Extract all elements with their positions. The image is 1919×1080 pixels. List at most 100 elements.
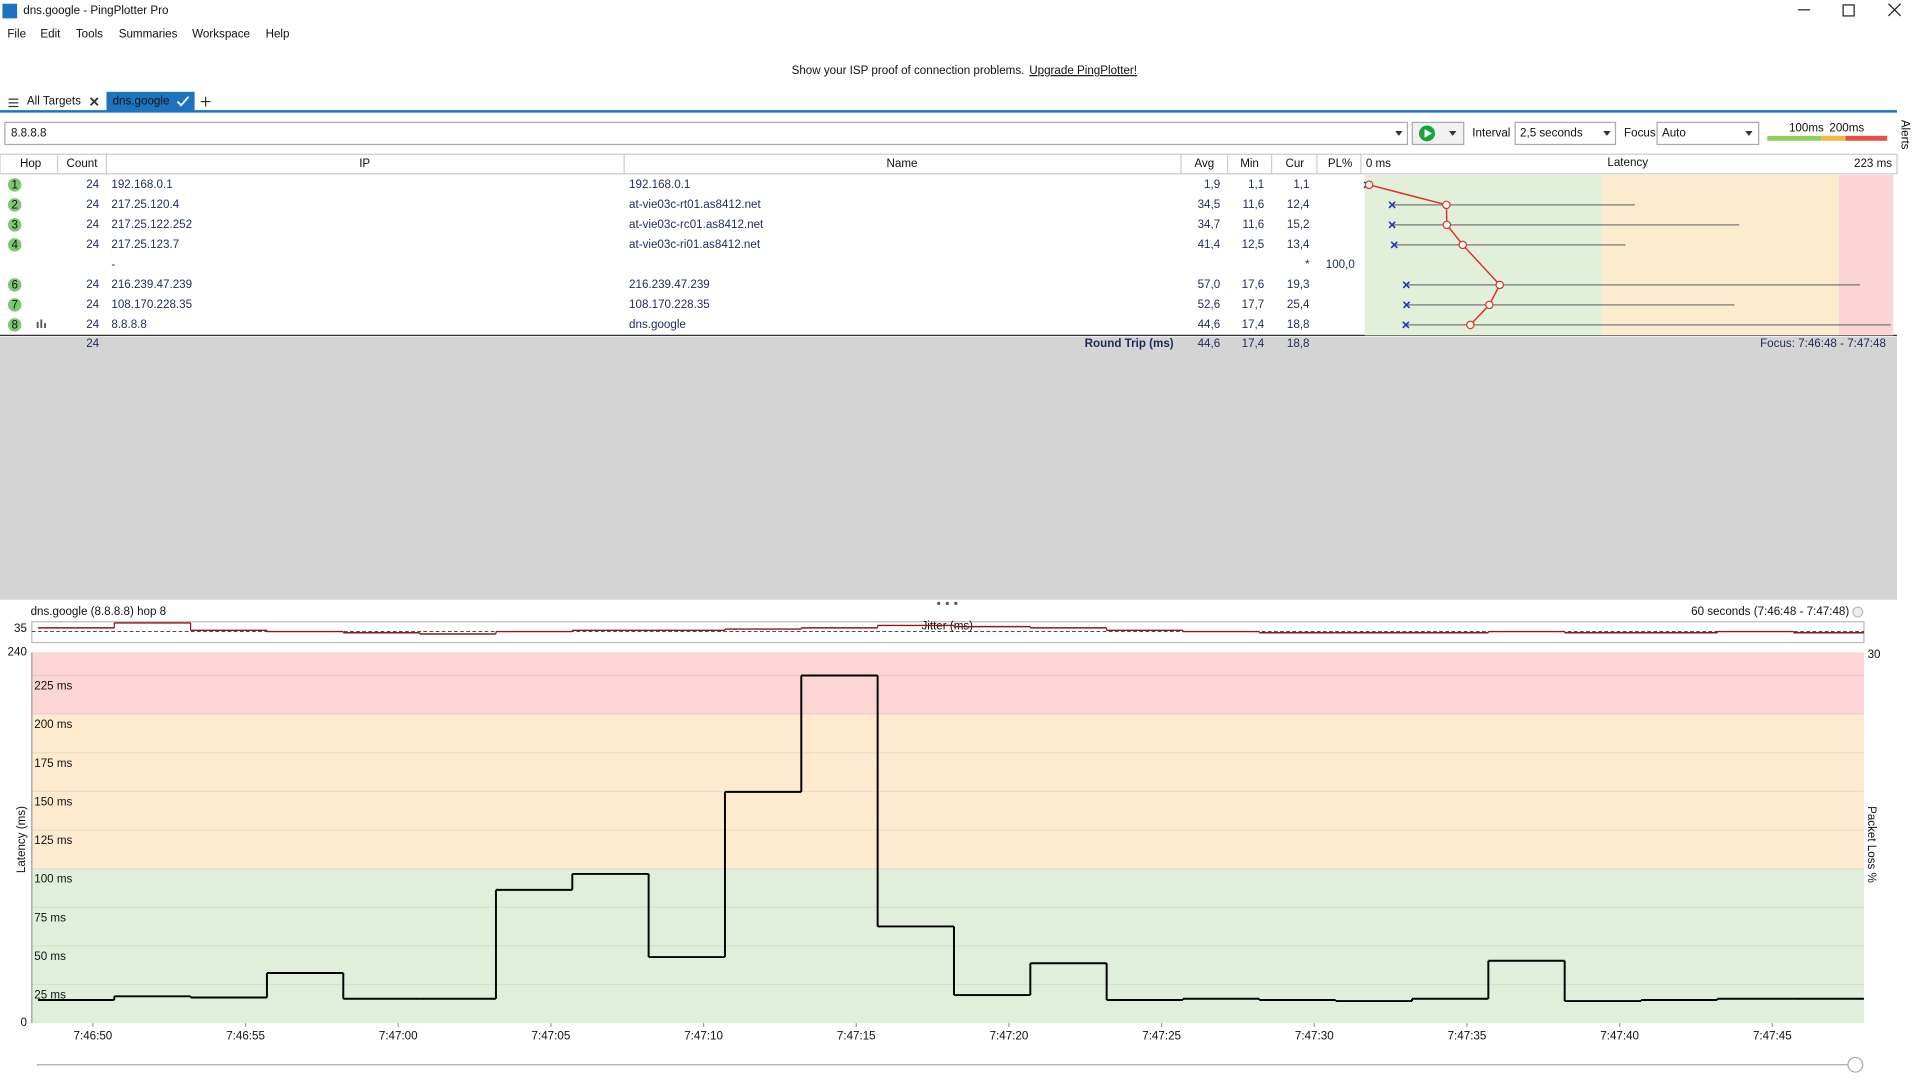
cell-ip: - [111, 258, 115, 271]
x-tick-label: 7:47:40 [1600, 1030, 1639, 1043]
tab[interactable]: dns.google [113, 95, 170, 108]
cell-avg: 34,7 [1198, 218, 1221, 231]
scale-green [1767, 135, 1822, 141]
latency-zone [31, 868, 1864, 1024]
column-header[interactable]: Count [67, 157, 99, 170]
grid-label: 225 ms [34, 680, 72, 693]
splitter[interactable] [937, 601, 958, 605]
jitter-label: Jitter (ms) [921, 620, 973, 633]
latency-zone [1364, 175, 1602, 336]
chart-title: dns.google (8.8.8.8) hop 8 [31, 605, 167, 618]
menu-item[interactable]: Tools [76, 27, 103, 40]
focus-select[interactable] [1656, 121, 1760, 146]
cell-min: 11,6 [1243, 198, 1265, 211]
menu-item[interactable]: File [7, 27, 26, 40]
latency-zone [31, 652, 1864, 715]
hop-badge [7, 178, 22, 192]
cell-cur: * [1305, 258, 1310, 271]
cell-avg: 41,4 [1198, 238, 1221, 251]
cell-min: 17,7 [1242, 298, 1265, 311]
latency-min [1390, 241, 1398, 249]
cell-ip: 217.25.120.4 [111, 198, 179, 211]
hop-number: 8 [11, 319, 17, 332]
cell-ip: 108.170.228.35 [111, 298, 192, 311]
column-header[interactable]: Name [886, 157, 917, 170]
hop-number: 7 [11, 299, 17, 312]
x-tick-label: 7:47:25 [1142, 1030, 1181, 1043]
grid-label: 75 ms [34, 911, 66, 924]
scale-label: 200ms [1829, 122, 1864, 135]
interval-value[interactable]: 2,5 seconds [1520, 126, 1583, 139]
cell-name: 216.239.47.239 [629, 278, 710, 291]
x-tick-label: 7:47:20 [990, 1030, 1029, 1043]
latency-zone [1601, 175, 1839, 336]
menu-item[interactable]: Workspace [192, 27, 250, 40]
cell-avg: 44,6 [1198, 318, 1221, 331]
cell-ip: 217.25.122.252 [111, 218, 192, 231]
scroll-knob[interactable] [1847, 1056, 1864, 1073]
latency-avg [1442, 220, 1452, 230]
latency-avg [1364, 180, 1374, 190]
window-title: dns.google - PingPlotter Pro [23, 4, 168, 17]
dropdown-arrow [1603, 130, 1611, 136]
cell-count: 24 [86, 298, 99, 311]
column-header[interactable]: IP [359, 157, 370, 170]
focus-value[interactable]: Auto [1662, 126, 1686, 139]
cell-min: 17,4 [1242, 318, 1265, 331]
cell-cur: 15,2 [1287, 218, 1310, 231]
alerts-tab[interactable]: Alerts [1898, 120, 1911, 150]
menu-item[interactable]: Help [266, 27, 290, 40]
focus-label: Focus [1624, 126, 1656, 139]
cell-cur: 25,4 [1287, 298, 1310, 311]
target-value[interactable]: 8.8.8.8 [11, 126, 47, 139]
upgrade-link[interactable]: Upgrade PingPlotter! [1029, 64, 1137, 77]
column-header[interactable]: Avg [1194, 157, 1214, 170]
summary-focus: Focus: 7:46:48 - 7:47:48 [1760, 337, 1886, 350]
latency-min [1402, 321, 1410, 329]
range-dropdown[interactable] [1852, 606, 1864, 618]
x-tick-label: 7:47:30 [1295, 1030, 1334, 1043]
grid-label: 175 ms [34, 757, 72, 770]
hop-graph-icon [40, 319, 43, 329]
active-tab[interactable] [106, 91, 195, 112]
cell-pl: 100,0 [1326, 258, 1355, 271]
column-header[interactable]: Min [1240, 157, 1259, 170]
y-axis-label: Latency (ms) [15, 806, 28, 873]
y2-tick-label: 30 [1868, 648, 1881, 661]
y-tick-label: 0 [20, 1016, 26, 1029]
tab-icons [8, 96, 211, 108]
summary-min: 17,4 [1242, 337, 1265, 350]
x-tick-label: 7:47:45 [1753, 1030, 1792, 1043]
cell-avg: 57,0 [1198, 278, 1221, 291]
latency-avg [1442, 200, 1451, 210]
hop-number: 4 [11, 239, 18, 252]
latency-zone [31, 714, 1864, 869]
cell-avg: 1,9 [1204, 178, 1220, 191]
target-input[interactable] [4, 121, 1409, 146]
dropdown-arrow [1395, 130, 1403, 136]
hop-number: 6 [11, 279, 17, 292]
latency-avg [1495, 280, 1505, 290]
cell-avg: 34,5 [1198, 198, 1221, 211]
column-header[interactable]: PL% [1328, 157, 1353, 170]
summary-avg: 44,6 [1198, 337, 1221, 350]
hop-number: 2 [11, 199, 17, 212]
grid-label: 25 ms [34, 989, 66, 1002]
interval-select[interactable] [1514, 121, 1617, 146]
latency-avg [1466, 320, 1475, 330]
column-header[interactable]: Cur [1285, 157, 1304, 170]
cell-cur: 13,4 [1287, 238, 1310, 251]
hop-graph-icon [44, 323, 46, 329]
window-controls[interactable] [1797, 3, 1902, 17]
hop-graph-icon [36, 321, 39, 329]
menu-item[interactable]: Summaries [119, 27, 178, 40]
tab[interactable]: All Targets [27, 95, 81, 108]
summary-label: Round Trip (ms) [1085, 337, 1174, 350]
hop-badge [7, 318, 22, 332]
cell-count: 24 [86, 178, 99, 191]
menu-item[interactable]: Edit [40, 27, 61, 40]
cell-ip: 216.239.47.239 [111, 278, 192, 291]
cell-count: 24 [86, 318, 99, 331]
column-header[interactable]: Hop [20, 157, 41, 170]
cell-cur: 19,3 [1287, 278, 1310, 291]
